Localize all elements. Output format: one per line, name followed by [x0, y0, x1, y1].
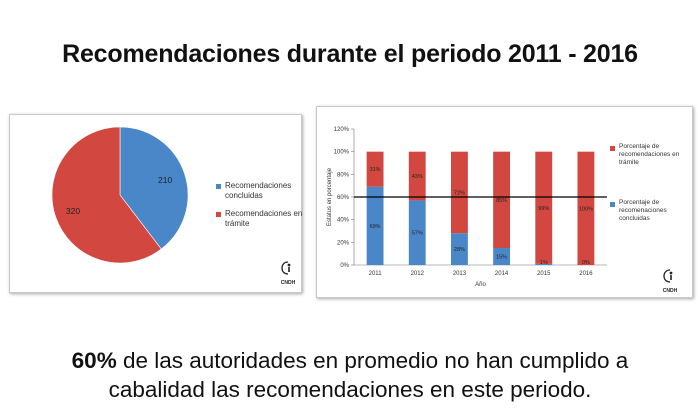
pie-slice-concluidas [119, 126, 189, 250]
cndh-logo-icon [663, 269, 673, 283]
bar-tramite-2011 [366, 151, 384, 187]
bar-concluidas-2015 [535, 263, 553, 265]
x-tick-label: 2011 [369, 271, 383, 277]
pie-chart-panel: 210 320 Recomendaciones concluidas Recome… [9, 114, 302, 293]
bar-tramite-2015 [535, 151, 553, 264]
data-label-tramite-2011: 31% [370, 167, 381, 173]
pie-legend-label-tramite: Recomendaciones en trámite [225, 209, 303, 228]
y-axis-title: Estatus en porcentaje [327, 167, 333, 226]
bar-legend-label-concluidas: Porcentaje de recomenaciones concluidas [619, 199, 667, 222]
summary-line-1-text: de las autoridades en promedio no han cu… [116, 348, 629, 373]
bar-concluidas-2011 [366, 186, 384, 265]
data-label-concluidas-2012: 57% [412, 231, 423, 237]
pie-label-tramite: 320 [66, 206, 80, 216]
cndh-logo-text: CNDH [662, 288, 678, 294]
data-label-concluidas-2016: 0% [582, 260, 590, 266]
cndh-logo: CNDH [279, 261, 297, 286]
slide-title: Recomendaciones durante el periodo 2011 … [62, 40, 638, 68]
bar-legend-label-tramite: Porcentaje de recomendaciones en trámite [619, 143, 680, 166]
x-tick-label: 2015 [537, 271, 551, 277]
bar-concluidas-2013 [450, 233, 468, 265]
pie-legend-item-concluidas: Recomendaciones concluidas [216, 181, 305, 201]
bar-legend-item-concluidas: Porcentaje de recomenaciones concluidas [610, 199, 689, 223]
bar-tramite-2016 [577, 151, 595, 265]
bar-concluidas-2014 [493, 248, 511, 265]
pie-label-concluidas: 210 [158, 175, 172, 185]
pie-legend-label-concluidas: Recomendaciones concluidas [225, 181, 292, 200]
legend-swatch-tramite [610, 146, 615, 151]
bar-tramite-2012 [408, 151, 426, 201]
data-label-concluidas-2015: 1% [540, 260, 548, 266]
pie-slice-tramite [51, 126, 162, 264]
summary-line-2: cabalidad las recomendaciones en este pe… [108, 377, 592, 402]
data-label-tramite-2013: 72% [454, 190, 465, 196]
y-tick-label: 120% [334, 127, 350, 133]
x-tick-label: 2012 [411, 271, 425, 277]
summary-line-1: 60% de las autoridades en promedio no ha… [0, 346, 700, 375]
cndh-logo-icon [281, 261, 291, 275]
bar-legend-item-tramite: Porcentaje de recomendaciones en trámite [610, 143, 689, 167]
bar-chart: 0% 20% 40% 60% 80% 100% 120% 69% 31% 2011 57% 43% 20… [327, 127, 607, 288]
data-label-concluidas-2013: 28% [454, 247, 465, 253]
bar-concluidas-2012 [408, 200, 426, 265]
summary-text: 60% de las autoridades en promedio no ha… [0, 346, 700, 404]
y-tick-label: 100% [334, 150, 350, 156]
bar-tramite-2014 [493, 151, 511, 248]
cndh-logo: CNDH [659, 269, 681, 294]
data-label-concluidas-2014: 15% [496, 255, 507, 261]
x-tick-label: 2013 [453, 271, 467, 277]
data-label-tramite-2016: 100% [579, 206, 593, 212]
bar-chart-panel: 0% 20% 40% 60% 80% 100% 120% 69% 31% 2011 57% 43% 20… [316, 106, 693, 298]
pie-legend-item-tramite: Recomendaciones en trámite [216, 209, 305, 229]
data-label-tramite-2014: 85% [496, 198, 507, 204]
x-tick-label: 2016 [579, 271, 593, 277]
data-label-tramite-2015: 99% [538, 206, 549, 212]
y-tick-label: 40% [337, 218, 350, 224]
data-label-concluidas-2011: 69% [370, 224, 381, 230]
summary-highlight: 60% [71, 348, 117, 373]
bar-tramite-2013 [450, 151, 468, 234]
cndh-logo-text: CNDH [280, 280, 296, 286]
x-axis-title: Año [475, 282, 486, 288]
legend-swatch-concluidas [216, 184, 221, 189]
data-label-tramite-2012: 43% [412, 174, 423, 180]
y-tick-label: 20% [337, 240, 350, 246]
legend-swatch-tramite [216, 212, 221, 217]
y-tick-label: 80% [337, 172, 350, 178]
legend-swatch-concluidas [610, 202, 615, 207]
y-tick-label: 60% [337, 195, 350, 201]
x-tick-label: 2014 [495, 271, 509, 277]
y-tick-label: 0% [340, 263, 349, 269]
pie-chart: 210 320 [51, 126, 189, 264]
